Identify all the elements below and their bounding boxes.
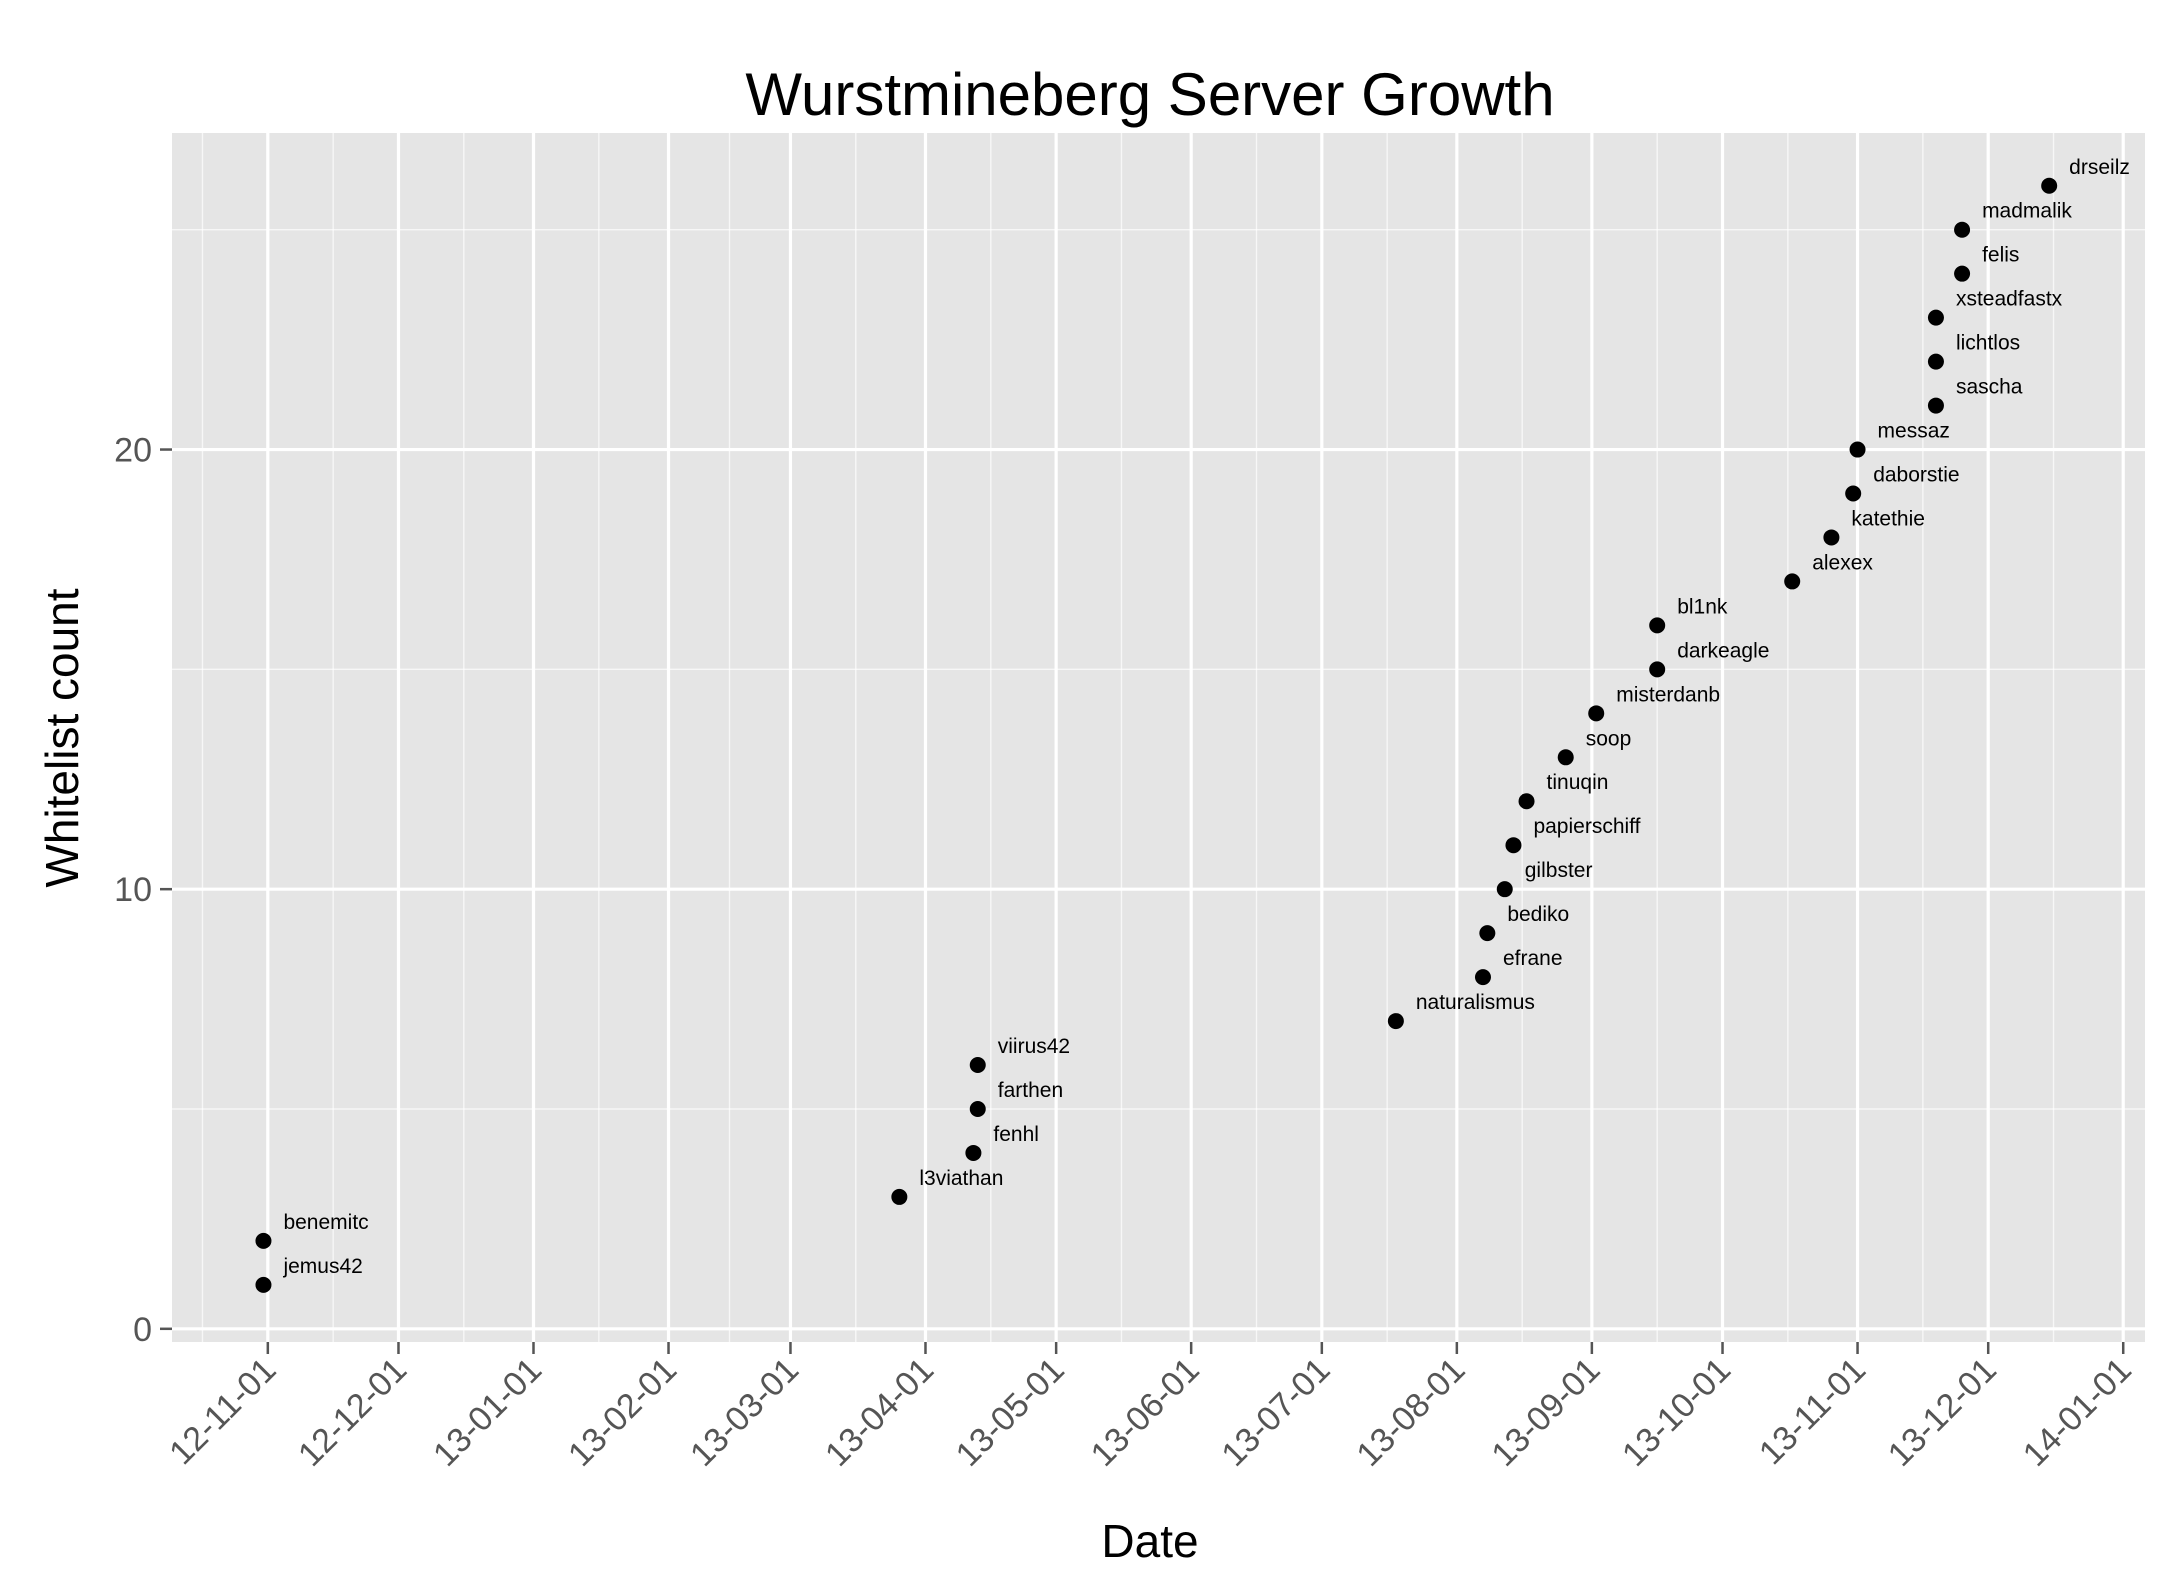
- data-point: [1784, 573, 1801, 590]
- data-label: l3viathan: [919, 1167, 1003, 1190]
- x-tick-label: 13-04-01: [818, 1351, 941, 1474]
- x-tick-label: 13-10-01: [1615, 1351, 1738, 1474]
- x-tick-label: 13-01-01: [426, 1351, 549, 1474]
- data-label: drseilz: [2069, 156, 2130, 179]
- data-label: felis: [1982, 244, 2019, 267]
- y-tick-label: 20: [114, 432, 152, 470]
- grid-minor: [172, 133, 2145, 1342]
- data-point: [1823, 529, 1840, 546]
- data-label: fenhl: [993, 1123, 1039, 1146]
- y-tick-label: 0: [133, 1311, 152, 1349]
- data-label: viirus42: [998, 1035, 1070, 1058]
- data-point: [1649, 661, 1666, 678]
- data-label: soop: [1586, 727, 1632, 750]
- grid-major: [172, 133, 2145, 1342]
- data-label: tinuqin: [1547, 771, 1609, 794]
- data-label: bl1nk: [1677, 595, 1728, 618]
- data-point: [969, 1100, 986, 1117]
- data-point: [1927, 353, 1944, 370]
- x-tick-label: 13-08-01: [1349, 1351, 1472, 1474]
- data-point: [255, 1276, 272, 1293]
- data-point: [1849, 441, 1866, 458]
- data-point: [969, 1057, 986, 1074]
- data-point: [1479, 925, 1496, 942]
- data-point: [891, 1188, 908, 1205]
- x-axis-title: Date: [1101, 1515, 1198, 1567]
- data-point: [255, 1232, 272, 1249]
- x-tick-label: 13-05-01: [949, 1351, 1072, 1474]
- data-point: [2041, 177, 2058, 194]
- data-label: sascha: [1956, 376, 2023, 399]
- data-points: [255, 177, 2058, 1293]
- data-label: lichtlos: [1956, 332, 2020, 355]
- x-tick-label: 13-07-01: [1214, 1351, 1337, 1474]
- data-label: jemus42: [282, 1255, 362, 1278]
- data-point: [1588, 705, 1605, 722]
- data-label: darkeagle: [1677, 639, 1769, 662]
- x-tick-label: 13-11-01: [1752, 1351, 1873, 1472]
- data-point: [1505, 837, 1522, 854]
- point-labels: jemus42 benemitc l3viathan fenhl farthen viir…: [282, 156, 2129, 1278]
- y-axis-title: Whitelist count: [36, 588, 88, 887]
- data-point: [1954, 265, 1971, 282]
- data-point: [1954, 221, 1971, 238]
- data-point: [1496, 881, 1513, 898]
- data-label: messaz: [1878, 420, 1950, 443]
- data-point: [1927, 397, 1944, 414]
- data-point: [1927, 309, 1944, 326]
- data-label: katethie: [1851, 507, 1925, 530]
- x-tick-label: 14-01-01: [2016, 1351, 2139, 1474]
- data-point: [1557, 749, 1574, 766]
- data-point: [1518, 793, 1535, 810]
- x-tick-label: 12-11-01: [162, 1351, 283, 1472]
- x-tick-label: 13-02-01: [561, 1351, 684, 1474]
- data-label: gilbster: [1525, 859, 1593, 882]
- data-label: benemitc: [283, 1211, 368, 1234]
- data-point: [1387, 1013, 1404, 1030]
- x-tick-label: 13-06-01: [1084, 1351, 1207, 1474]
- data-label: naturalismus: [1416, 991, 1535, 1014]
- data-label: bediko: [1507, 903, 1569, 926]
- data-label: papierschiff: [1533, 815, 1640, 838]
- data-point: [1474, 969, 1491, 986]
- x-tick-label: 12-12-01: [291, 1351, 414, 1474]
- x-tick-label: 13-09-01: [1484, 1351, 1607, 1474]
- data-label: misterdanb: [1616, 683, 1720, 706]
- data-label: efrane: [1503, 947, 1563, 970]
- data-point: [1649, 617, 1666, 634]
- data-point: [1845, 485, 1862, 502]
- data-label: farthen: [998, 1079, 1063, 1102]
- data-label: xsteadfastx: [1956, 288, 2063, 311]
- data-point: [965, 1144, 982, 1161]
- x-tick-label: 13-12-01: [1881, 1351, 2004, 1474]
- y-tick-label: 10: [114, 871, 152, 909]
- data-label: daborstie: [1873, 464, 1959, 487]
- x-tick-label: 13-03-01: [683, 1351, 806, 1474]
- data-label: alexex: [1812, 551, 1873, 574]
- plot-panel: [172, 133, 2145, 1342]
- chart-title: Wurstmineberg Server Growth: [745, 61, 1554, 128]
- data-label: madmalik: [1982, 200, 2072, 223]
